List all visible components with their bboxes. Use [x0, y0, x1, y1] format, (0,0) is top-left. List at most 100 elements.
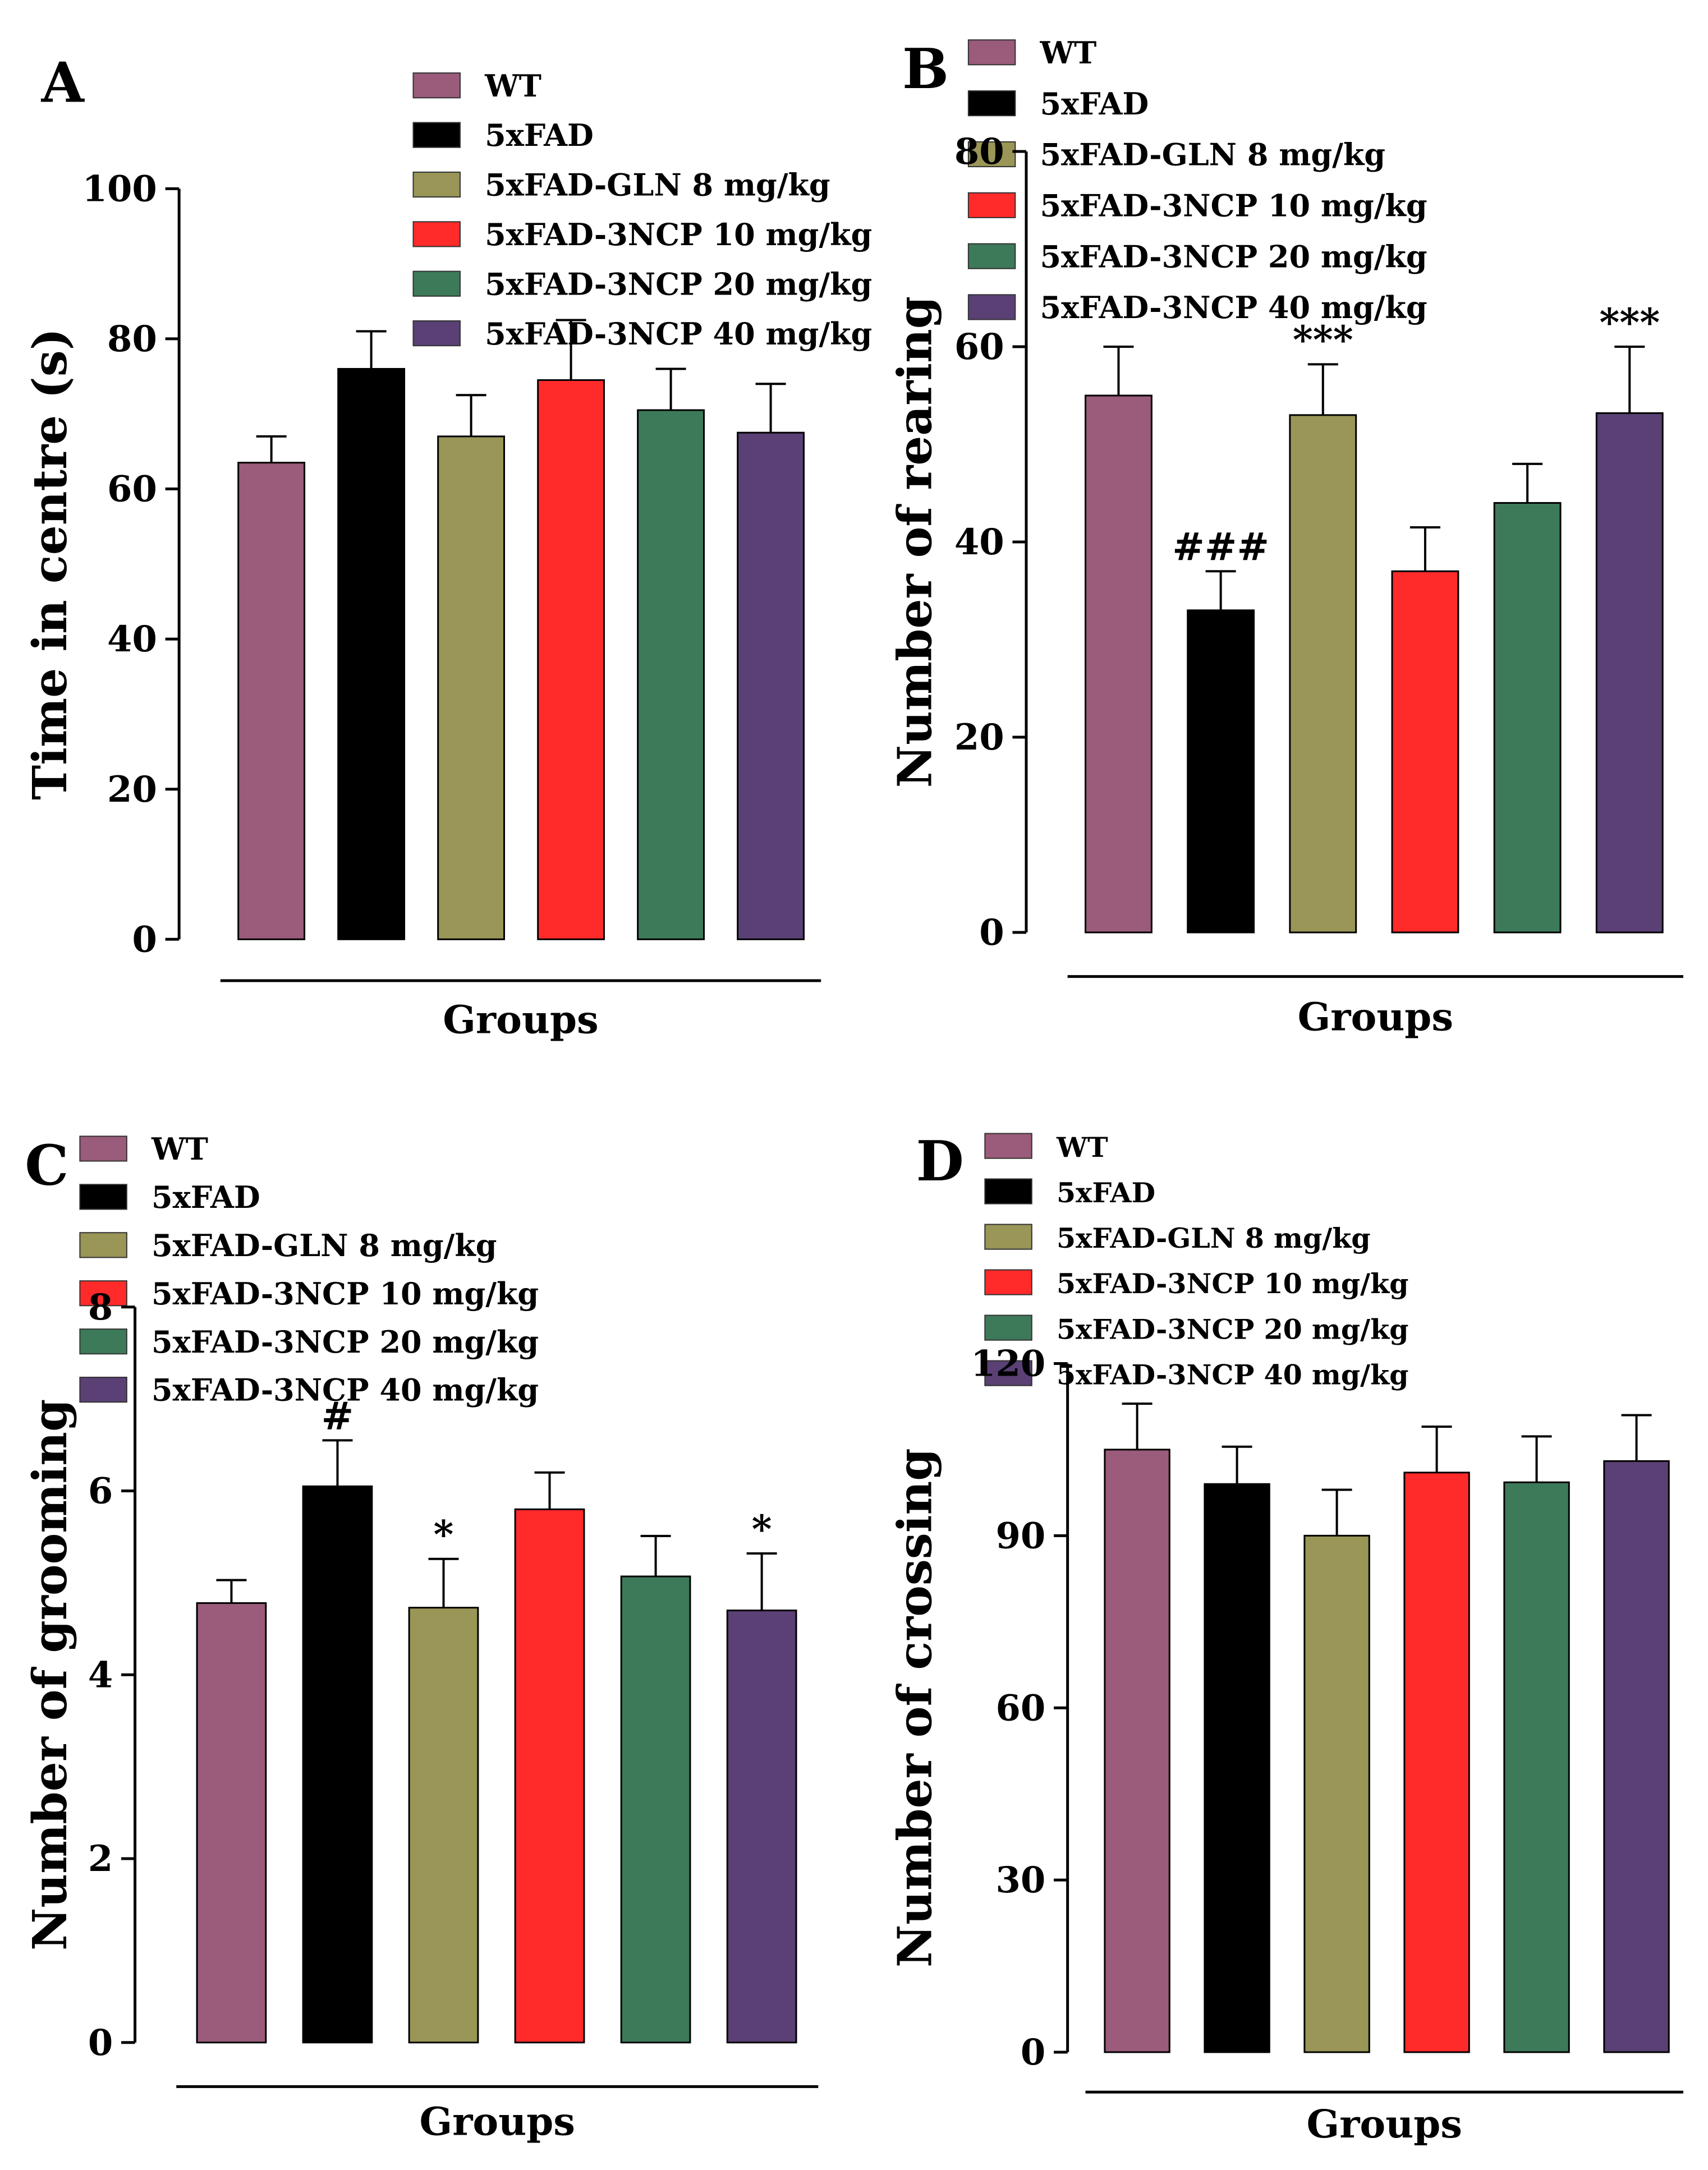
legend-swatch — [984, 1133, 1032, 1159]
panel-letter: C — [25, 1133, 68, 1198]
bar — [1603, 1460, 1670, 2053]
y-tick-label: 20 — [107, 769, 157, 811]
panel-letter: D — [916, 1129, 964, 1194]
y-tick-label: 120 — [971, 1343, 1045, 1385]
legend-label: WT — [1056, 1131, 1108, 1164]
significance-label: # — [322, 1394, 354, 1439]
legend-swatch — [79, 1135, 127, 1162]
legend-label: 5xFAD-3NCP 20 mg/kg — [151, 1324, 539, 1360]
panel-a: A WT 5xFAD 5xFAD-GLN 8 mg/kg 5xFAD-3NCP 10 m… — [22, 51, 872, 1043]
legend-swatch — [412, 320, 461, 347]
bar — [1289, 414, 1357, 934]
legend-label: 5xFAD — [1040, 86, 1149, 122]
bar — [1303, 1534, 1370, 2053]
panel-c: C WT 5xFAD 5xFAD-GLN 8 mg/kg 5xFAD-3NCP 10 m… — [22, 1131, 819, 2144]
y-tick-label: 0 — [132, 918, 157, 960]
bar — [637, 409, 705, 940]
y-tick-label: 80 — [107, 318, 157, 360]
bar — [537, 379, 605, 940]
legend-label: 5xFAD-3NCP 40 mg/kg — [485, 316, 872, 352]
legend-label: 5xFAD-GLN 8 mg/kg — [1040, 137, 1385, 173]
legend-swatch — [967, 192, 1016, 218]
panel-letter: B — [902, 37, 949, 102]
legend-swatch — [79, 1328, 127, 1355]
legend-label: 5xFAD-3NCP 10 mg/kg — [485, 217, 872, 252]
bar — [196, 1602, 267, 2044]
legend-swatch — [984, 1360, 1032, 1386]
bar — [302, 1485, 373, 2044]
legend-label: 5xFAD-3NCP 20 mg/kg — [1040, 238, 1427, 274]
legend-swatch — [412, 171, 461, 198]
bar — [620, 1575, 691, 2044]
significance-label: ### — [1172, 525, 1269, 570]
y-tick-label: 80 — [954, 131, 1004, 173]
bar — [1204, 1483, 1270, 2053]
y-axis-label: Number of rearing — [888, 296, 943, 788]
y-tick-label: 90 — [996, 1515, 1046, 1557]
x-axis-label: Groups — [1307, 2102, 1463, 2147]
y-tick-label: 8 — [88, 1286, 113, 1328]
significance-label: *** — [1293, 318, 1353, 363]
y-tick-label: 6 — [88, 1470, 113, 1512]
legend-swatch — [984, 1314, 1032, 1341]
y-tick-label: 40 — [107, 618, 157, 660]
legend-swatch — [79, 1280, 127, 1307]
x-axis-label: Groups — [1298, 994, 1454, 1040]
legend-label: WT — [1040, 35, 1097, 71]
legend-label: 5xFAD — [1057, 1176, 1155, 1209]
bar — [237, 462, 306, 940]
bar — [437, 435, 506, 940]
legend-label: 5xFAD-3NCP 10 mg/kg — [151, 1276, 539, 1312]
x-axis-label: Groups — [420, 2099, 576, 2144]
legend-label: 5xFAD-3NCP 10 mg/kg — [1040, 187, 1427, 223]
legend-label: 5xFAD-GLN 8 mg/kg — [151, 1227, 497, 1263]
legend-label: 5xFAD-3NCP 10 mg/kg — [1057, 1267, 1408, 1300]
legend-swatch — [79, 1184, 127, 1210]
y-tick-label: 0 — [88, 2022, 113, 2064]
x-axis-label: Groups — [443, 997, 599, 1042]
legend-swatch — [412, 72, 461, 99]
bar — [1403, 1472, 1470, 2053]
legend-label: 5xFAD-GLN 8 mg/kg — [1057, 1222, 1371, 1254]
legend-label: 5xFAD-3NCP 40 mg/kg — [1040, 289, 1427, 325]
y-tick-label: 4 — [88, 1654, 113, 1696]
y-tick-label: 60 — [954, 326, 1004, 368]
bar — [1493, 502, 1562, 934]
legend-swatch — [412, 122, 461, 148]
y-tick-label: 60 — [107, 468, 157, 511]
legend-label: 5xFAD-3NCP 20 mg/kg — [485, 266, 872, 302]
bar — [737, 431, 805, 940]
bar — [1595, 412, 1664, 934]
bar — [1187, 609, 1255, 934]
legend-label: 5xFAD-3NCP 20 mg/kg — [1057, 1313, 1408, 1345]
bar — [337, 367, 406, 940]
panel-b: B WT 5xFAD 5xFAD-GLN 8 mg/kg 5xFAD-3NCP 10 m… — [888, 35, 1684, 1040]
legend-swatch — [967, 39, 1016, 66]
bar — [1391, 570, 1459, 934]
bar — [1085, 394, 1153, 934]
y-tick-label: 2 — [88, 1838, 113, 1880]
legend-label: 5xFAD-GLN 8 mg/kg — [485, 167, 830, 203]
legend-swatch — [79, 1232, 127, 1258]
y-axis-label: Number of crossing — [888, 1448, 943, 1967]
legend-swatch — [967, 294, 1016, 320]
legend-label: 5xFAD — [485, 117, 594, 153]
legend-label: 5xFAD-3NCP 40 mg/kg — [151, 1372, 539, 1408]
legend-swatch — [412, 270, 461, 297]
y-tick-label: 100 — [82, 168, 157, 210]
significance-label: *** — [1599, 300, 1660, 345]
bar — [1104, 1449, 1170, 2053]
legend-swatch — [412, 221, 461, 247]
legend-swatch — [984, 1224, 1032, 1250]
y-axis-label: Time in centre (s) — [22, 328, 77, 800]
legend-swatch — [967, 90, 1016, 117]
legend-swatch — [967, 243, 1016, 269]
legend-label: 5xFAD-3NCP 40 mg/kg — [1057, 1358, 1408, 1391]
legend-swatch — [967, 141, 1016, 168]
y-tick-label: 30 — [996, 1859, 1046, 1901]
legend-label: WT — [484, 68, 541, 104]
y-tick-label: 40 — [954, 521, 1004, 563]
legend-swatch — [984, 1269, 1032, 1295]
y-tick-label: 20 — [954, 716, 1004, 758]
